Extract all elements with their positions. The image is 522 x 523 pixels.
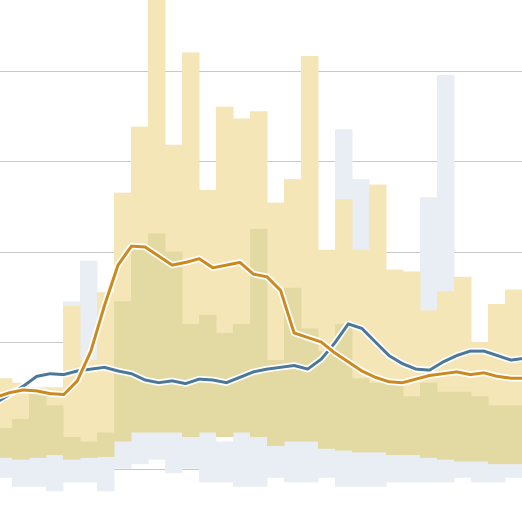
band-0-column-15 [250, 423, 268, 487]
band-2-column-6 [97, 432, 115, 457]
band-2-column-19 [318, 351, 336, 449]
band-2-column-26 [437, 391, 455, 460]
band-2-column-2 [29, 391, 47, 458]
band-layer [0, 0, 522, 492]
band-2-column-21 [352, 378, 370, 453]
band-2-column-1 [12, 418, 30, 460]
band-2-column-24 [403, 396, 421, 456]
band-2-column-29 [488, 405, 506, 465]
band-2-column-8 [131, 246, 149, 433]
band-2-column-27 [454, 391, 472, 462]
band-2-column-10 [165, 251, 183, 433]
band-2-column-0 [0, 427, 13, 458]
band-2-column-25 [420, 382, 438, 458]
band-2-column-12 [199, 314, 217, 433]
band-2-column-9 [148, 233, 166, 433]
band-0-column-13 [216, 441, 234, 483]
band-2-column-15 [250, 228, 268, 438]
band-2-column-30 [505, 405, 522, 465]
band-0-column-12 [199, 432, 217, 483]
band-2-column-18 [301, 328, 319, 442]
band-1-column-22 [369, 184, 387, 433]
line-layer [0, 242, 522, 405]
band-2-column-5 [80, 441, 98, 458]
band-2-column-28 [471, 396, 489, 462]
band-2-column-22 [369, 382, 387, 453]
band-1-column-24 [403, 271, 421, 438]
band-2-column-16 [267, 360, 285, 447]
series-1-line [0, 244, 522, 398]
band-2-column-4 [63, 437, 81, 460]
band-0-column-14 [233, 432, 251, 487]
band-2-column-3 [46, 405, 64, 456]
band-1-column-5 [80, 360, 98, 444]
band-2-column-23 [386, 380, 404, 456]
